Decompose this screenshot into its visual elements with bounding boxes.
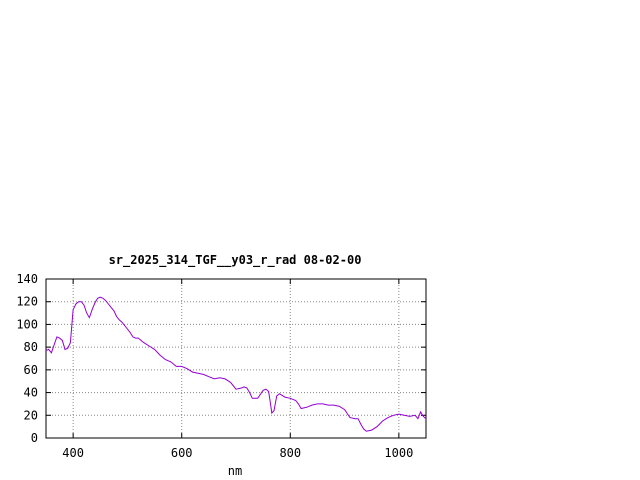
- x-tick-labels: 400 600 800 1000: [62, 446, 413, 460]
- y-tick-label: 20: [24, 408, 38, 422]
- y-tick-label: 40: [24, 386, 38, 400]
- y-tick-label: 120: [16, 295, 38, 309]
- y-tick-label: 0: [31, 431, 38, 445]
- x-axis-label: nm: [228, 464, 242, 478]
- y-tick-labels: 0 20 40 60 80 100 120 140: [16, 272, 38, 445]
- x-tick-label: 1000: [384, 446, 413, 460]
- y-tick-label: 60: [24, 363, 38, 377]
- y-tick-label: 140: [16, 272, 38, 286]
- plot-frame: [45, 278, 427, 439]
- y-tick-label: 80: [24, 340, 38, 354]
- x-tick-label: 400: [62, 446, 84, 460]
- x-tick-label: 800: [279, 446, 301, 460]
- grid-lines: [46, 279, 426, 438]
- chart-title: sr_2025_314_TGF__y03_r_rad 08-02-00: [109, 253, 362, 268]
- series-line: [45, 296, 427, 432]
- y-tick-label: 100: [16, 317, 38, 331]
- axis-ticks: [46, 278, 426, 439]
- x-tick-label: 600: [171, 446, 193, 460]
